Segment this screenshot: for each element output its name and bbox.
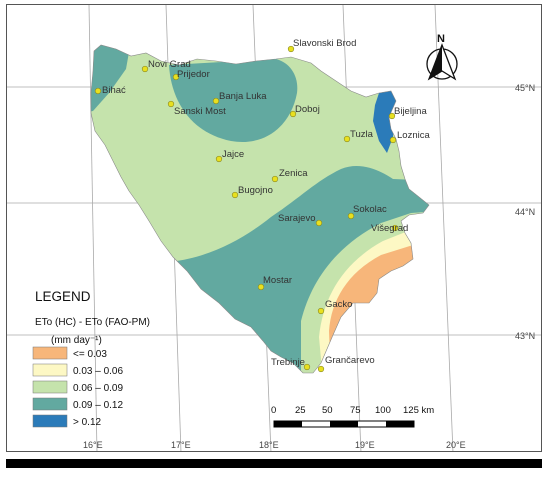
svg-text:18°E: 18°E <box>259 440 279 450</box>
svg-text:45°N: 45°N <box>515 83 535 93</box>
svg-text:50: 50 <box>322 405 333 416</box>
svg-text:Slavonski Brod: Slavonski Brod <box>293 38 356 49</box>
city-mostar: Mostar <box>257 275 292 291</box>
city-sarajevo: Sarajevo <box>278 213 323 227</box>
legend-item: 0.06 – 0.09 <box>32 380 123 394</box>
svg-text:0: 0 <box>271 405 276 416</box>
svg-text:0.09 – 0.12: 0.09 – 0.12 <box>73 400 123 411</box>
svg-text:Loznica: Loznica <box>397 130 430 141</box>
svg-text:100: 100 <box>375 405 391 416</box>
city-slavonski-brod: Slavonski Brod <box>287 38 356 53</box>
city-tuzla: Tuzla <box>343 129 374 143</box>
legend-item: <= 0.03 <box>32 346 107 360</box>
svg-text:Zenica: Zenica <box>279 168 308 179</box>
legend-item: 0.03 – 0.06 <box>32 363 123 377</box>
svg-text:Prijedor: Prijedor <box>177 69 210 80</box>
legend: LEGEND ETo (HC) - ETo (FAO-PM) (mm day⁻¹… <box>32 289 150 428</box>
svg-text:Sanski Most: Sanski Most <box>174 106 226 117</box>
svg-text:Doboj: Doboj <box>295 104 320 115</box>
svg-text:25: 25 <box>295 405 306 416</box>
city-doboj: Doboj <box>289 104 320 118</box>
svg-text:44°N: 44°N <box>515 207 535 217</box>
city-banja-luka: Banja Luka <box>212 91 267 105</box>
svg-text:43°N: 43°N <box>515 331 535 341</box>
svg-text:<= 0.03: <= 0.03 <box>73 349 107 360</box>
city-jajce: Jajce <box>215 149 244 163</box>
legend-variable-label: ETo (HC) - ETo (FAO-PM) <box>35 317 150 328</box>
city-sanski-most: Sanski Most <box>167 100 226 117</box>
svg-text:19°E: 19°E <box>355 440 375 450</box>
svg-text:Bugojno: Bugojno <box>238 185 273 196</box>
svg-text:Novi Grad: Novi Grad <box>148 59 191 70</box>
svg-text:125 km: 125 km <box>403 405 434 416</box>
map-canvas: Slavonski Brod Novi Grad Prijedor Bihać … <box>7 5 541 451</box>
svg-text:Višegrad: Višegrad <box>371 223 408 234</box>
svg-text:Sokolac: Sokolac <box>353 204 387 215</box>
latitude-labels: 45°N 44°N 43°N <box>515 83 535 341</box>
longitude-labels: 16°E 17°E 18°E 19°E 20°E <box>83 440 466 450</box>
legend-item: 0.09 – 0.12 <box>32 397 123 411</box>
city-novi-grad: Novi Grad <box>141 59 191 73</box>
city-markers: Slavonski Brod Novi Grad Prijedor Bihać … <box>94 38 430 373</box>
legend-item: > 0.12 <box>32 414 102 428</box>
svg-text:Tuzla: Tuzla <box>350 129 374 140</box>
svg-text:Bijeljina: Bijeljina <box>394 106 427 117</box>
svg-text:75: 75 <box>350 405 361 416</box>
map-frame: Slavonski Brod Novi Grad Prijedor Bihać … <box>6 4 542 452</box>
city-gacko: Gacko <box>317 299 352 315</box>
svg-text:Sarajevo: Sarajevo <box>278 213 316 224</box>
svg-text:> 0.12: > 0.12 <box>73 417 102 428</box>
svg-text:Trebinje: Trebinje <box>271 357 305 368</box>
legend-unit-label: (mm day⁻¹) <box>51 335 102 346</box>
svg-text:Gacko: Gacko <box>325 299 352 310</box>
svg-text:0.03 – 0.06: 0.03 – 0.06 <box>73 366 123 377</box>
svg-text:Jajce: Jajce <box>222 149 244 160</box>
svg-text:Banja Luka: Banja Luka <box>219 91 267 102</box>
bottom-bar <box>6 459 542 468</box>
city-trebinje: Trebinje <box>271 357 311 371</box>
city-sokolac: Sokolac <box>347 204 387 220</box>
svg-text:20°E: 20°E <box>446 440 466 450</box>
city-bijeljina: Bijeljina <box>388 106 427 120</box>
city-visegrad: Višegrad <box>371 223 408 234</box>
city-bugojno: Bugojno <box>231 185 273 199</box>
svg-text:17°E: 17°E <box>171 440 191 450</box>
svg-text:0.06 – 0.09: 0.06 – 0.09 <box>73 383 123 394</box>
north-arrow-icon: N <box>426 33 458 81</box>
city-prijedor: Prijedor <box>172 69 210 81</box>
scale-bar: 0 25 50 75 100 125 km <box>271 405 434 428</box>
svg-text:Bihać: Bihać <box>102 85 126 96</box>
svg-text:N: N <box>437 33 445 45</box>
city-loznica: Loznica <box>389 130 430 144</box>
svg-text:Mostar: Mostar <box>263 275 292 286</box>
city-bihac: Bihać <box>94 85 126 96</box>
city-grancarevo: Grančarevo <box>317 355 375 373</box>
svg-text:LEGEND: LEGEND <box>35 289 91 304</box>
svg-text:Grančarevo: Grančarevo <box>325 355 375 366</box>
city-zenica: Zenica <box>271 168 308 183</box>
svg-text:16°E: 16°E <box>83 440 103 450</box>
